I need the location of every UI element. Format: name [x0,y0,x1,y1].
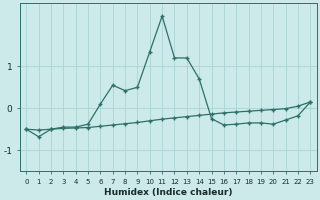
X-axis label: Humidex (Indice chaleur): Humidex (Indice chaleur) [104,188,233,197]
